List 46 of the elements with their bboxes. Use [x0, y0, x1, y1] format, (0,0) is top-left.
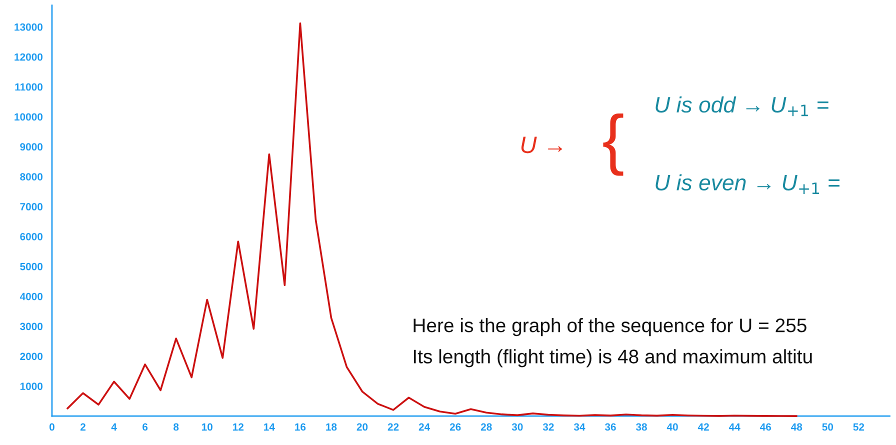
y-tick-label: 1000	[20, 382, 43, 390]
y-tick-label: 11000	[15, 83, 43, 91]
x-tick-label: 12	[233, 423, 244, 431]
x-tick-label: 14	[264, 423, 275, 431]
x-tick-label: 50	[822, 423, 834, 431]
y-tick-label: 2000	[20, 352, 43, 360]
x-tick-label: 44	[728, 423, 740, 431]
x-tick-label: 24	[418, 423, 430, 431]
y-tick-label: 13000	[14, 23, 43, 31]
x-tick-label: 8	[174, 423, 179, 431]
x-tick-label: 30	[512, 423, 523, 431]
x-tick-label: 22	[388, 423, 399, 431]
y-tick-label: 8000	[20, 173, 43, 180]
y-tick-label: 12000	[14, 53, 43, 61]
annotation: U →	[521, 136, 562, 154]
y-tick-label: 4000	[20, 292, 43, 300]
x-tick-label: 48	[791, 423, 802, 431]
y-tick-label: 9000	[20, 143, 43, 151]
x-tick-label: 38	[636, 423, 647, 431]
x-tick-label: 32	[542, 423, 554, 431]
x-tick-label: 6	[142, 423, 148, 431]
x-tick-label: 4	[111, 423, 117, 431]
y-tick-label: 5000	[20, 262, 43, 270]
x-tick-label: 2	[80, 423, 86, 431]
x-tick-label: 16	[295, 423, 306, 431]
x-tick-label: 28	[480, 423, 492, 431]
x-tick-label: 26	[450, 423, 461, 431]
x-tick-label: 20	[356, 423, 368, 431]
x-tick-label: 18	[326, 423, 337, 431]
x-tick-label: 0	[49, 423, 54, 431]
x-tick-label: 40	[666, 423, 678, 431]
y-tick-label: 7000	[20, 203, 43, 210]
x-tick-label: 46	[760, 423, 772, 431]
annotation: Here is the graph of the sequence for U = 255	[414, 318, 806, 336]
y-tick-label: 6000	[20, 232, 43, 240]
annotation: U is even → U$_{+1}$ =	[656, 174, 840, 194]
y-tick-label: 3000	[20, 322, 43, 330]
annotation: {	[603, 114, 624, 176]
x-tick-label: 34	[574, 423, 586, 431]
x-tick-label: 10	[202, 423, 212, 431]
annotation: Its length (flight time) is 48 and maximum altitu	[414, 349, 812, 368]
x-tick-label: 52	[853, 423, 864, 431]
x-tick-label: 36	[604, 423, 616, 431]
x-tick-label: 42	[698, 423, 709, 431]
annotation: U is odd → U$_{+1}$ =	[656, 96, 828, 116]
y-tick-label: 10000	[14, 113, 43, 121]
